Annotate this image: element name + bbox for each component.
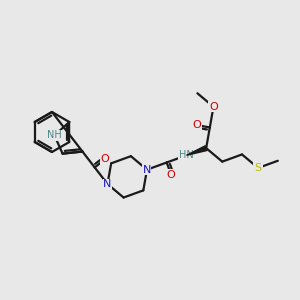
Bar — [178, 150, 195, 161]
Text: NH: NH — [47, 130, 62, 140]
Bar — [100, 154, 110, 165]
Text: S: S — [254, 163, 262, 173]
Text: O: O — [100, 154, 109, 164]
Text: O: O — [167, 170, 176, 180]
Polygon shape — [186, 146, 207, 155]
Bar — [253, 162, 263, 173]
Text: N: N — [143, 165, 151, 175]
Text: O: O — [193, 120, 201, 130]
Bar — [166, 169, 176, 180]
Bar — [192, 120, 202, 131]
Bar — [103, 178, 112, 190]
Bar — [208, 101, 218, 112]
Text: O: O — [209, 102, 218, 112]
Bar — [46, 130, 63, 141]
Text: N: N — [103, 179, 112, 189]
Text: HN: HN — [179, 150, 194, 160]
Bar — [142, 164, 152, 175]
